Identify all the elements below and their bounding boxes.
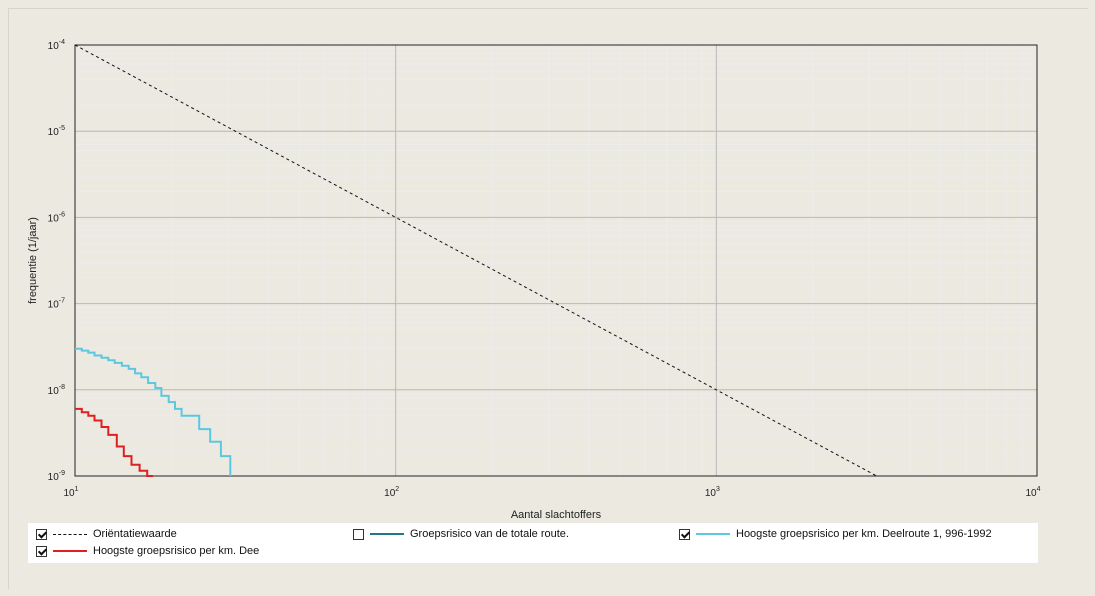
series-line-0	[74, 44, 877, 477]
legend-checkbox-orientatiewaarde[interactable]	[36, 528, 47, 540]
legend-label-hoogste-groepsrisico-dee: Hoogste groepsrisico per km. Dee	[93, 545, 260, 557]
legend-swatch-orientatiewaarde	[53, 533, 87, 535]
legend-checkbox-groepsrisico-totale-route[interactable]	[353, 528, 364, 540]
y-tick-label: 10-9	[48, 470, 65, 483]
x-tick-label: 101	[63, 486, 78, 499]
y-tick-label: 10-5	[48, 125, 65, 138]
legend-item-groepsrisico-totale-route[interactable]: Groepsrisico van de totale route.	[353, 526, 569, 542]
x-tick-label: 104	[1025, 486, 1040, 499]
series-line-2	[75, 347, 232, 476]
plot-area-border	[74, 44, 1038, 477]
legend-item-orientatiewaarde[interactable]: Oriëntatiewaarde	[36, 526, 177, 542]
tick-labels: 101 102 103 104 10-4 10-5 10-6 10-7 10-8 10-9	[48, 39, 1041, 499]
y-tick-label: 10-4	[48, 39, 65, 52]
series-line-3	[75, 407, 153, 477]
y-tick-label: 10-6	[48, 211, 65, 224]
legend-checkbox-hoogste-groepsrisico-deelroute-1[interactable]	[679, 528, 690, 540]
legend-swatch-hoogste-groepsrisico-deelroute-1	[696, 533, 730, 535]
series-layer	[74, 44, 877, 477]
grid-lines	[75, 45, 1037, 476]
legend-swatch-groepsrisico-totale-route	[370, 533, 404, 535]
legend-label-hoogste-groepsrisico-deelroute-1: Hoogste groepsrisico per km. Deelroute 1…	[736, 528, 992, 540]
x-tick-label: 103	[705, 486, 720, 499]
chart-frame	[8, 8, 1088, 589]
legend-item-hoogste-groepsrisico-dee[interactable]: Hoogste groepsrisico per km. Dee	[36, 543, 259, 559]
legend: Oriëntatiewaarde Groepsrisico van de tot…	[28, 523, 1038, 563]
y-tick-label: 10-8	[48, 384, 65, 397]
y-axis-title: frequentie (1/jaar)	[27, 217, 39, 304]
x-tick-label: 102	[384, 486, 399, 499]
y-tick-label: 10-7	[48, 298, 65, 311]
legend-label-orientatiewaarde: Oriëntatiewaarde	[93, 528, 177, 540]
legend-swatch-hoogste-groepsrisico-dee	[53, 550, 87, 552]
x-axis-title: Aantal slachtoffers	[511, 509, 602, 521]
legend-label-groepsrisico-totale-route: Groepsrisico van de totale route.	[410, 528, 569, 540]
legend-checkbox-hoogste-groepsrisico-dee[interactable]	[36, 545, 47, 557]
legend-item-hoogste-groepsrisico-deelroute-1[interactable]: Hoogste groepsrisico per km. Deelroute 1…	[679, 526, 992, 542]
